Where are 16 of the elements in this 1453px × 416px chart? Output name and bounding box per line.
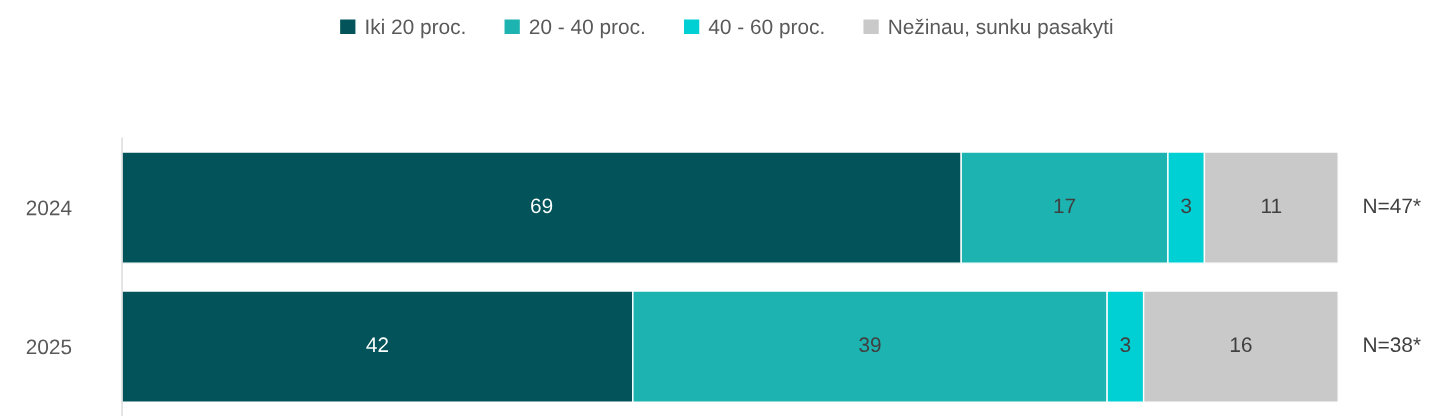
text: N=47* [1364,198,1421,213]
data-label: 17 [1054,198,1076,213]
legend-label: Iki 20 proc. [366,18,465,39]
data-label: 11 [1262,198,1282,213]
data-label: 16 [1230,337,1252,353]
data-label: 3 [1181,198,1192,214]
legend-label: Nežinau, sunku pasakyti [889,18,1113,39]
y-tick-label: 2025 [26,339,72,355]
data-label: 39 [859,337,881,353]
text: N=38* [1364,337,1421,353]
y-tick-label: 2024 [26,200,72,216]
legend-label: 20 - 40 proc. [529,19,644,39]
data-label: 3 [1120,337,1131,353]
data-label: 42 [366,337,388,352]
legend-label: 40 - 60 proc. [708,19,824,39]
data-label: 69 [531,198,553,214]
